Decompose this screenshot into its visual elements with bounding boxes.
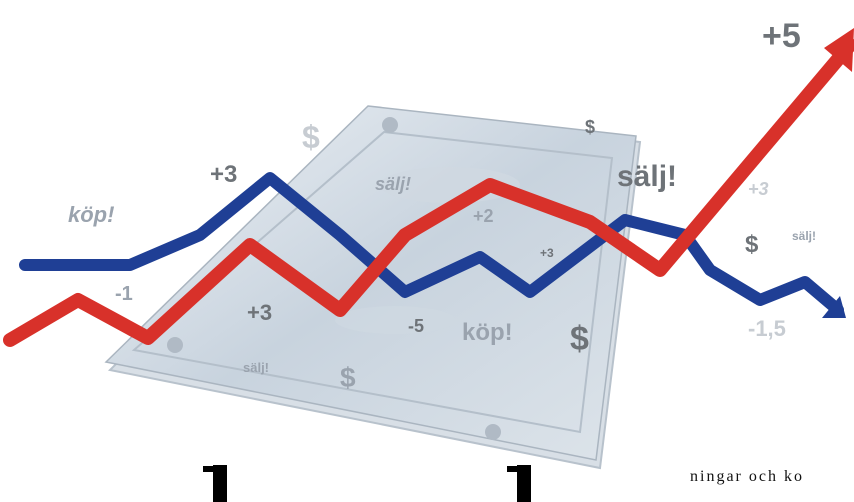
dollar-label-bottom-big: $: [570, 320, 589, 358]
plus3-label-top: +3: [210, 161, 237, 188]
dollar-label-bottom: $: [340, 362, 356, 393]
blue-arrow-head: [822, 296, 846, 318]
sell-label-bottom: sälj!: [243, 360, 269, 375]
body-text-fragment: ningar och ko: [690, 468, 804, 485]
plus3-label-small: +3: [540, 246, 554, 260]
sell-label-right: sälj!: [617, 160, 677, 193]
sell-label-center: sälj!: [375, 174, 411, 194]
red-trend-line: [3, 38, 854, 347]
bracket-glyphs: [203, 465, 531, 502]
sell-label-small-right: sälj!: [792, 229, 816, 243]
minus5-label: -5: [408, 316, 424, 336]
plus5-label: +5: [762, 17, 801, 55]
dollar-label-small-top: $: [585, 117, 595, 137]
blue-trend-line: [19, 172, 844, 316]
plus2-label: +2: [473, 206, 494, 226]
dollar-label-right: $: [745, 231, 759, 258]
buy-label-left: köp!: [68, 202, 114, 227]
plus3-label-mid: +3: [247, 300, 272, 325]
minus1-label: -1: [115, 283, 133, 305]
document-stack: [104, 105, 642, 470]
dollar-label-top: $: [302, 119, 320, 155]
plus3-label-right: +3: [748, 179, 769, 199]
minus15-label: -1,5: [748, 316, 786, 341]
buy-label-mid: köp!: [462, 319, 513, 346]
red-arrow-head: [824, 28, 854, 72]
